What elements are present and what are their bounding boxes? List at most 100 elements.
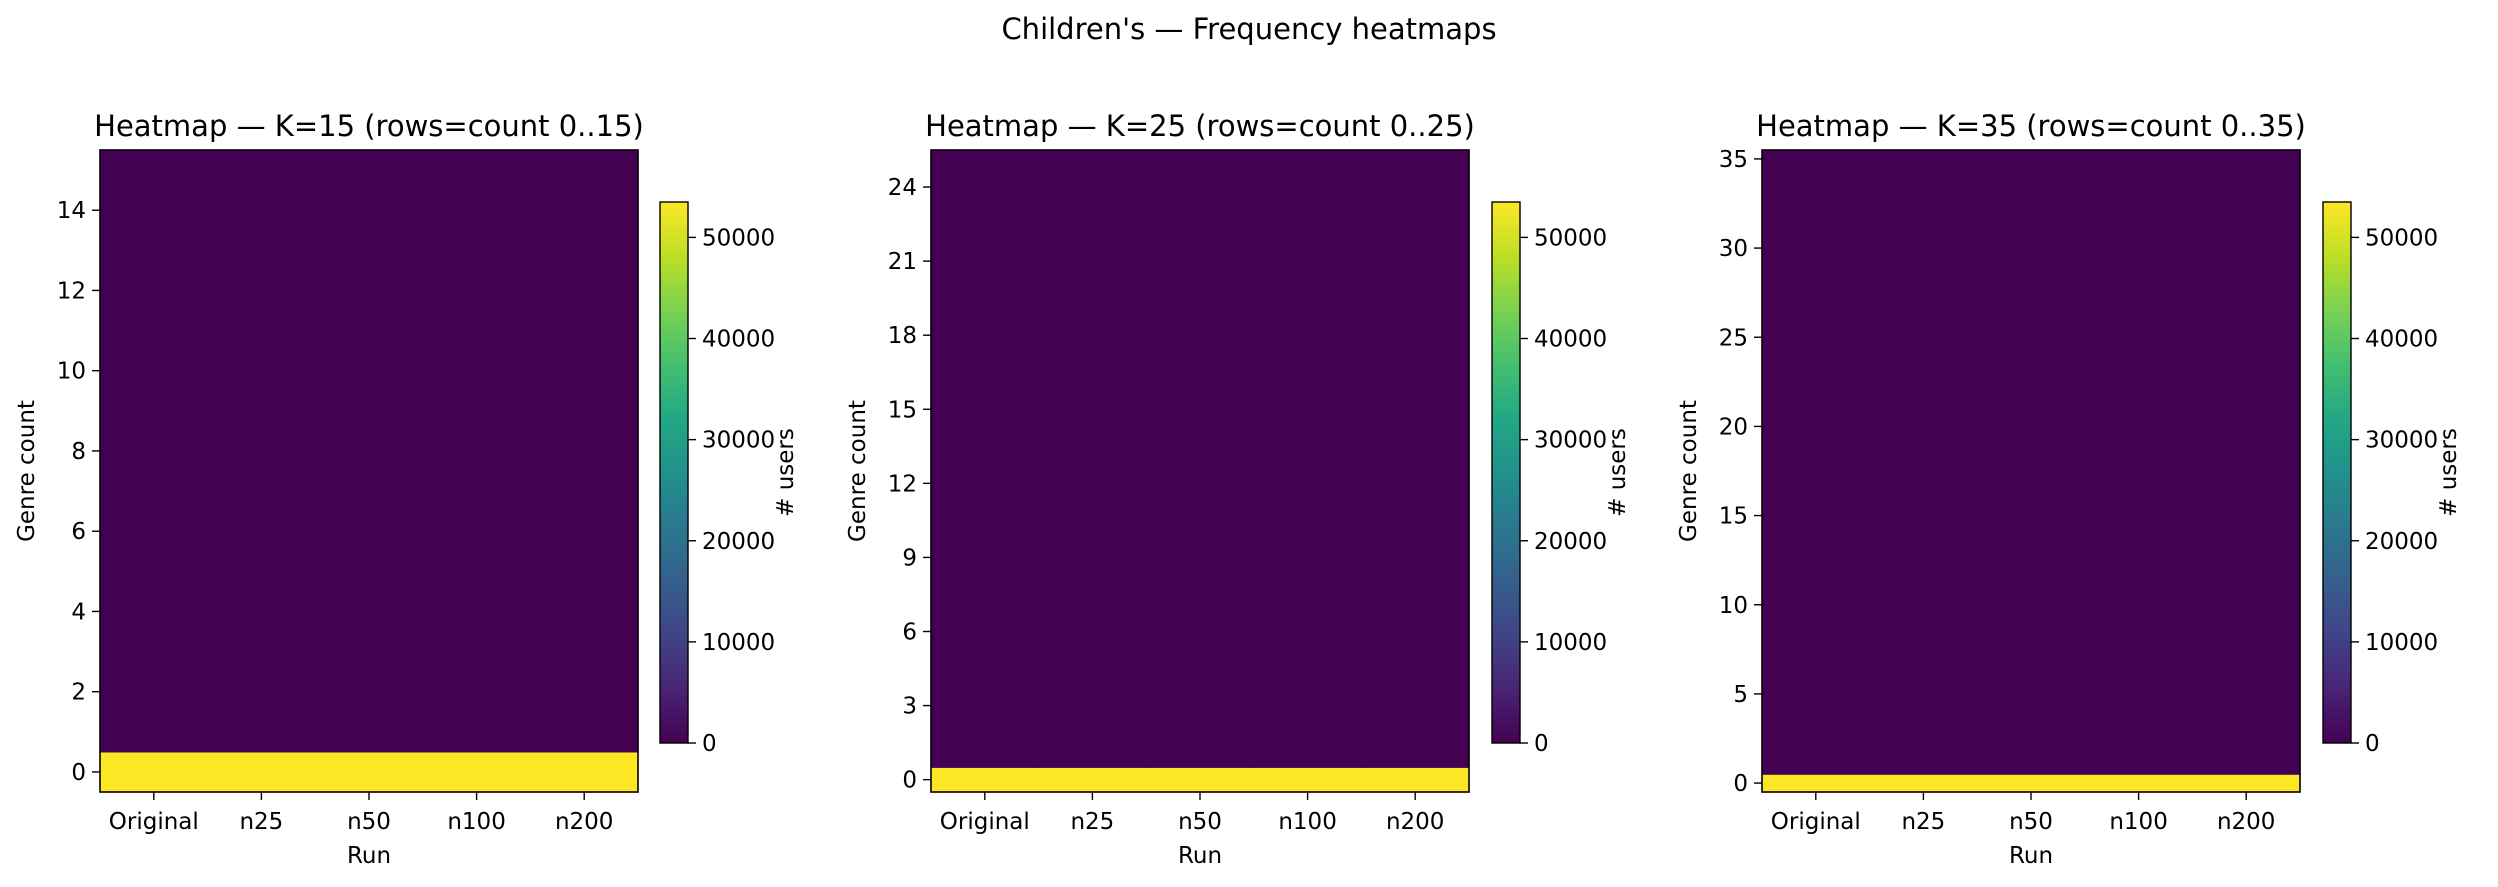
heatmap-cell [1361, 495, 1470, 521]
heatmap-cell [1762, 595, 1871, 615]
heatmap-cell [1038, 471, 1147, 497]
colorbar-tick-label: 50000 [2365, 225, 2438, 251]
heatmap-cell [2084, 239, 2193, 258]
heatmap-cell [1762, 274, 1871, 294]
y-axis-label: Genre count [845, 400, 871, 542]
heatmap-cell [100, 430, 209, 472]
heatmap-cell [931, 520, 1040, 546]
y-tick-label: 21 [888, 249, 917, 275]
heatmap-cell [1361, 693, 1470, 719]
heatmap-cell [422, 350, 531, 392]
heatmap-cell [1977, 524, 2086, 543]
heatmap-cell [1361, 248, 1470, 275]
heatmap-cell [2084, 542, 2193, 561]
heatmap-cell [1038, 619, 1147, 645]
x-axis-label: Run [1178, 843, 1222, 869]
heatmap-cell [931, 248, 1040, 275]
heatmap-cell [315, 631, 424, 673]
panel-title: Heatmap — K=25 (rows=count 0..25) [925, 109, 1475, 143]
heatmap-cell [2192, 702, 2301, 722]
heatmap-cell [315, 711, 424, 753]
heatmap-cell [1253, 668, 1362, 694]
colorbar-label: # users [1605, 428, 1631, 517]
heatmap-cell [100, 190, 209, 231]
heatmap-cell [1361, 273, 1470, 299]
heatmap-cell [100, 631, 209, 673]
colorbar-tick-label: 20000 [702, 529, 775, 555]
heatmap-cell [1869, 578, 1978, 597]
heatmap-cell [1146, 174, 1255, 200]
heatmap-cell [2084, 221, 2193, 240]
x-tick-label: Original [109, 809, 199, 835]
heatmap-cell [315, 150, 424, 191]
heatmap-cell [1977, 453, 2086, 472]
heatmap-cell [1253, 594, 1362, 620]
heatmap-cell [1869, 292, 1978, 312]
heatmap-cell [1869, 560, 1978, 579]
heatmap-cell [2084, 506, 2193, 526]
heatmap-cell [2084, 720, 2193, 740]
heatmap-cell [100, 711, 209, 753]
heatmap-cell [1869, 720, 1978, 740]
heatmap-cell [1038, 199, 1147, 225]
heatmap-cell [530, 430, 639, 472]
heatmap-cell [207, 270, 316, 312]
heatmap-cell [1762, 631, 1871, 650]
heatmap-cell [1038, 742, 1147, 768]
heatmap-cell [100, 551, 209, 592]
heatmap-cell [1977, 399, 2086, 419]
heatmap-cell [1146, 199, 1255, 225]
heatmap-cell [2084, 471, 2193, 490]
heatmap-cell [931, 693, 1040, 719]
heatmap-cell [1762, 542, 1871, 561]
heatmap-cell [2192, 310, 2301, 329]
x-tick-label: Original [940, 809, 1030, 835]
heatmap-cell [100, 751, 209, 793]
heatmap-cell [1146, 569, 1255, 596]
heatmap-cell [1869, 685, 1978, 704]
heatmap-cell [1977, 631, 2086, 650]
heatmap-cell [1977, 506, 2086, 526]
heatmap-cell [1762, 720, 1871, 740]
heatmap-cell [207, 751, 316, 793]
panel-title: Heatmap — K=15 (rows=count 0..15) [94, 109, 644, 143]
colorbar-gradient [2322, 201, 2352, 744]
heatmap-cell [1762, 257, 1871, 276]
heatmap-cell [1762, 185, 1871, 205]
heatmap-cell [1361, 224, 1470, 250]
heatmap-cell [530, 711, 639, 753]
heatmap-cell [1253, 619, 1362, 645]
colorbar-tick-label: 50000 [1534, 225, 1607, 251]
x-tick-label: n25 [1901, 809, 1945, 835]
heatmap-cell [315, 190, 424, 231]
heatmap-cell [207, 150, 316, 191]
heatmap-cell [1361, 150, 1470, 176]
heatmap-cell [1977, 435, 2086, 454]
heatmap-cell [1869, 542, 1978, 561]
heatmap-cell [931, 742, 1040, 768]
heatmap-cell [1038, 421, 1147, 447]
heatmap-cell [2192, 364, 2301, 383]
heatmap-cell [1361, 298, 1470, 324]
y-tick-label: 0 [1733, 771, 1748, 797]
heatmap-cell [1762, 221, 1871, 240]
heatmap-cell [1762, 560, 1871, 579]
heatmap-cell [315, 270, 424, 312]
heatmap-cell [315, 751, 424, 793]
heatmap-cell [1361, 643, 1470, 670]
heatmap-cell [1977, 417, 2086, 436]
colorbar-tick-label: 0 [2365, 731, 2380, 757]
heatmap-cell [1038, 643, 1147, 670]
heatmap-cell [1146, 717, 1255, 744]
heatmap-cell [207, 711, 316, 753]
heatmap-cell [1762, 399, 1871, 419]
heatmap-cell [1762, 702, 1871, 722]
heatmap-cell [1869, 310, 1978, 329]
heatmap-cell [2084, 328, 2193, 347]
colorbar-tick-label: 40000 [702, 327, 775, 353]
heatmap-cell [1869, 453, 1978, 472]
heatmap-cell [1146, 545, 1255, 571]
y-tick-label: 2 [71, 680, 86, 706]
heatmap-cell [1977, 667, 2086, 686]
heatmap-cell [1869, 488, 1978, 508]
